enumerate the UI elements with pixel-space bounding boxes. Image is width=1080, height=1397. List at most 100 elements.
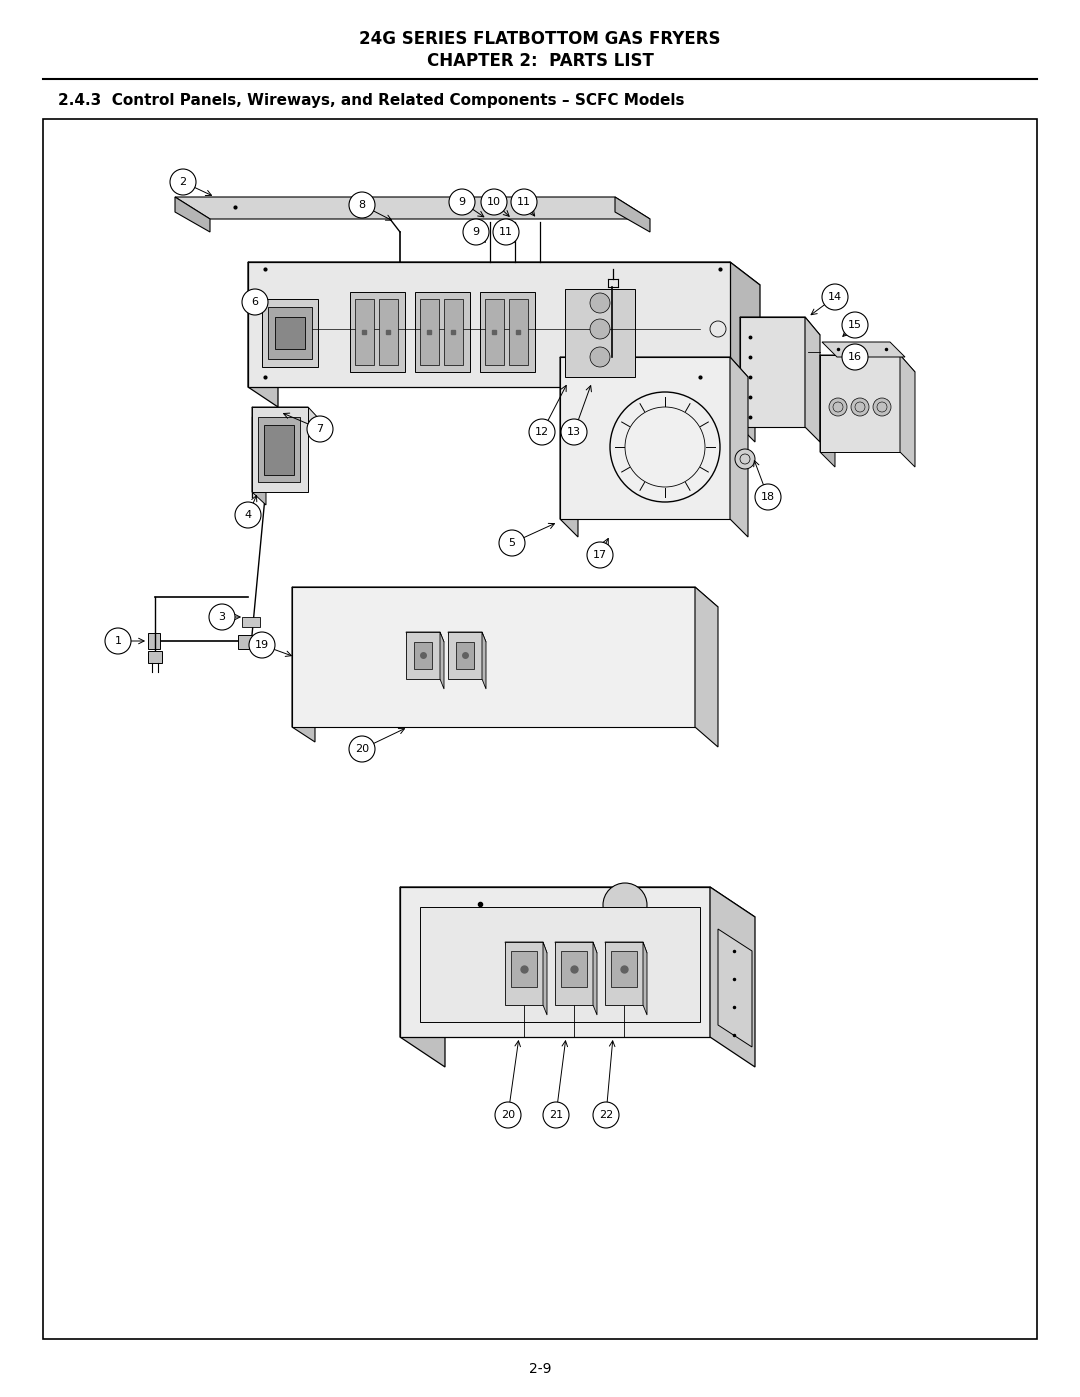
Polygon shape <box>511 951 537 988</box>
Text: 9: 9 <box>458 197 465 207</box>
Circle shape <box>349 736 375 761</box>
Polygon shape <box>400 887 710 1037</box>
Polygon shape <box>561 358 578 536</box>
Polygon shape <box>456 643 474 669</box>
Text: 16: 16 <box>848 352 862 362</box>
Circle shape <box>873 398 891 416</box>
Polygon shape <box>561 358 748 377</box>
Polygon shape <box>262 299 318 367</box>
Circle shape <box>590 319 610 339</box>
Polygon shape <box>543 942 546 1016</box>
Polygon shape <box>593 942 597 1016</box>
Polygon shape <box>292 587 315 742</box>
Polygon shape <box>420 907 700 1023</box>
Polygon shape <box>406 631 444 643</box>
Polygon shape <box>248 263 760 285</box>
Text: CHAPTER 2:  PARTS LIST: CHAPTER 2: PARTS LIST <box>427 52 653 70</box>
Circle shape <box>495 1102 521 1127</box>
Polygon shape <box>710 887 755 1067</box>
Polygon shape <box>696 587 718 747</box>
Circle shape <box>593 1102 619 1127</box>
Circle shape <box>249 631 275 658</box>
Polygon shape <box>252 407 322 422</box>
Circle shape <box>590 293 610 313</box>
Circle shape <box>829 398 847 416</box>
Polygon shape <box>565 289 635 377</box>
Polygon shape <box>730 358 748 536</box>
Polygon shape <box>740 317 820 335</box>
Circle shape <box>349 191 375 218</box>
Circle shape <box>590 346 610 367</box>
Circle shape <box>842 344 868 370</box>
Polygon shape <box>509 299 528 365</box>
Polygon shape <box>414 643 432 669</box>
Polygon shape <box>505 942 546 953</box>
Polygon shape <box>820 355 900 453</box>
Polygon shape <box>148 633 160 650</box>
Polygon shape <box>561 951 588 988</box>
Circle shape <box>851 398 869 416</box>
Circle shape <box>735 448 755 469</box>
Text: 14: 14 <box>828 292 842 302</box>
Circle shape <box>170 169 195 196</box>
Circle shape <box>543 1102 569 1127</box>
Circle shape <box>463 219 489 244</box>
Polygon shape <box>175 197 210 232</box>
Polygon shape <box>420 299 438 365</box>
Circle shape <box>492 219 519 244</box>
Polygon shape <box>148 651 162 664</box>
Text: 1: 1 <box>114 636 121 645</box>
Circle shape <box>235 502 261 528</box>
Text: 21: 21 <box>549 1111 563 1120</box>
Polygon shape <box>350 292 405 372</box>
Circle shape <box>822 284 848 310</box>
Polygon shape <box>820 355 835 467</box>
Bar <box>43 119 1037 1338</box>
Text: 9: 9 <box>472 226 480 237</box>
Text: 3: 3 <box>218 612 226 622</box>
Circle shape <box>755 483 781 510</box>
Text: 4: 4 <box>244 510 252 520</box>
Text: 20: 20 <box>501 1111 515 1120</box>
Polygon shape <box>505 942 543 1004</box>
Text: 19: 19 <box>255 640 269 650</box>
Polygon shape <box>605 942 643 1004</box>
Circle shape <box>105 629 131 654</box>
Polygon shape <box>643 942 647 1016</box>
Polygon shape <box>561 358 730 520</box>
Polygon shape <box>415 292 470 372</box>
Text: 2.4.3  Control Panels, Wireways, and Related Components – SCFC Models: 2.4.3 Control Panels, Wireways, and Rela… <box>58 94 685 109</box>
Polygon shape <box>406 631 440 679</box>
Circle shape <box>588 542 613 569</box>
Polygon shape <box>275 317 305 349</box>
Polygon shape <box>805 317 820 441</box>
Polygon shape <box>740 317 805 427</box>
Polygon shape <box>615 197 650 232</box>
Polygon shape <box>611 951 637 988</box>
Text: 13: 13 <box>567 427 581 437</box>
Polygon shape <box>555 942 597 953</box>
Polygon shape <box>448 631 482 679</box>
Text: 5: 5 <box>509 538 515 548</box>
Text: 2: 2 <box>179 177 187 187</box>
Polygon shape <box>482 631 486 689</box>
Polygon shape <box>400 887 755 916</box>
Polygon shape <box>440 631 444 689</box>
Circle shape <box>511 189 537 215</box>
Polygon shape <box>242 617 260 627</box>
Polygon shape <box>400 887 445 1067</box>
Circle shape <box>842 312 868 338</box>
Polygon shape <box>379 299 399 365</box>
Polygon shape <box>740 317 755 441</box>
Polygon shape <box>238 636 252 650</box>
Text: 17: 17 <box>593 550 607 560</box>
Text: 20: 20 <box>355 745 369 754</box>
Text: 18: 18 <box>761 492 775 502</box>
Polygon shape <box>730 263 760 407</box>
Circle shape <box>242 289 268 314</box>
Circle shape <box>481 189 507 215</box>
Polygon shape <box>555 942 593 1004</box>
Circle shape <box>610 393 720 502</box>
Polygon shape <box>268 307 312 359</box>
Text: 7: 7 <box>316 425 324 434</box>
